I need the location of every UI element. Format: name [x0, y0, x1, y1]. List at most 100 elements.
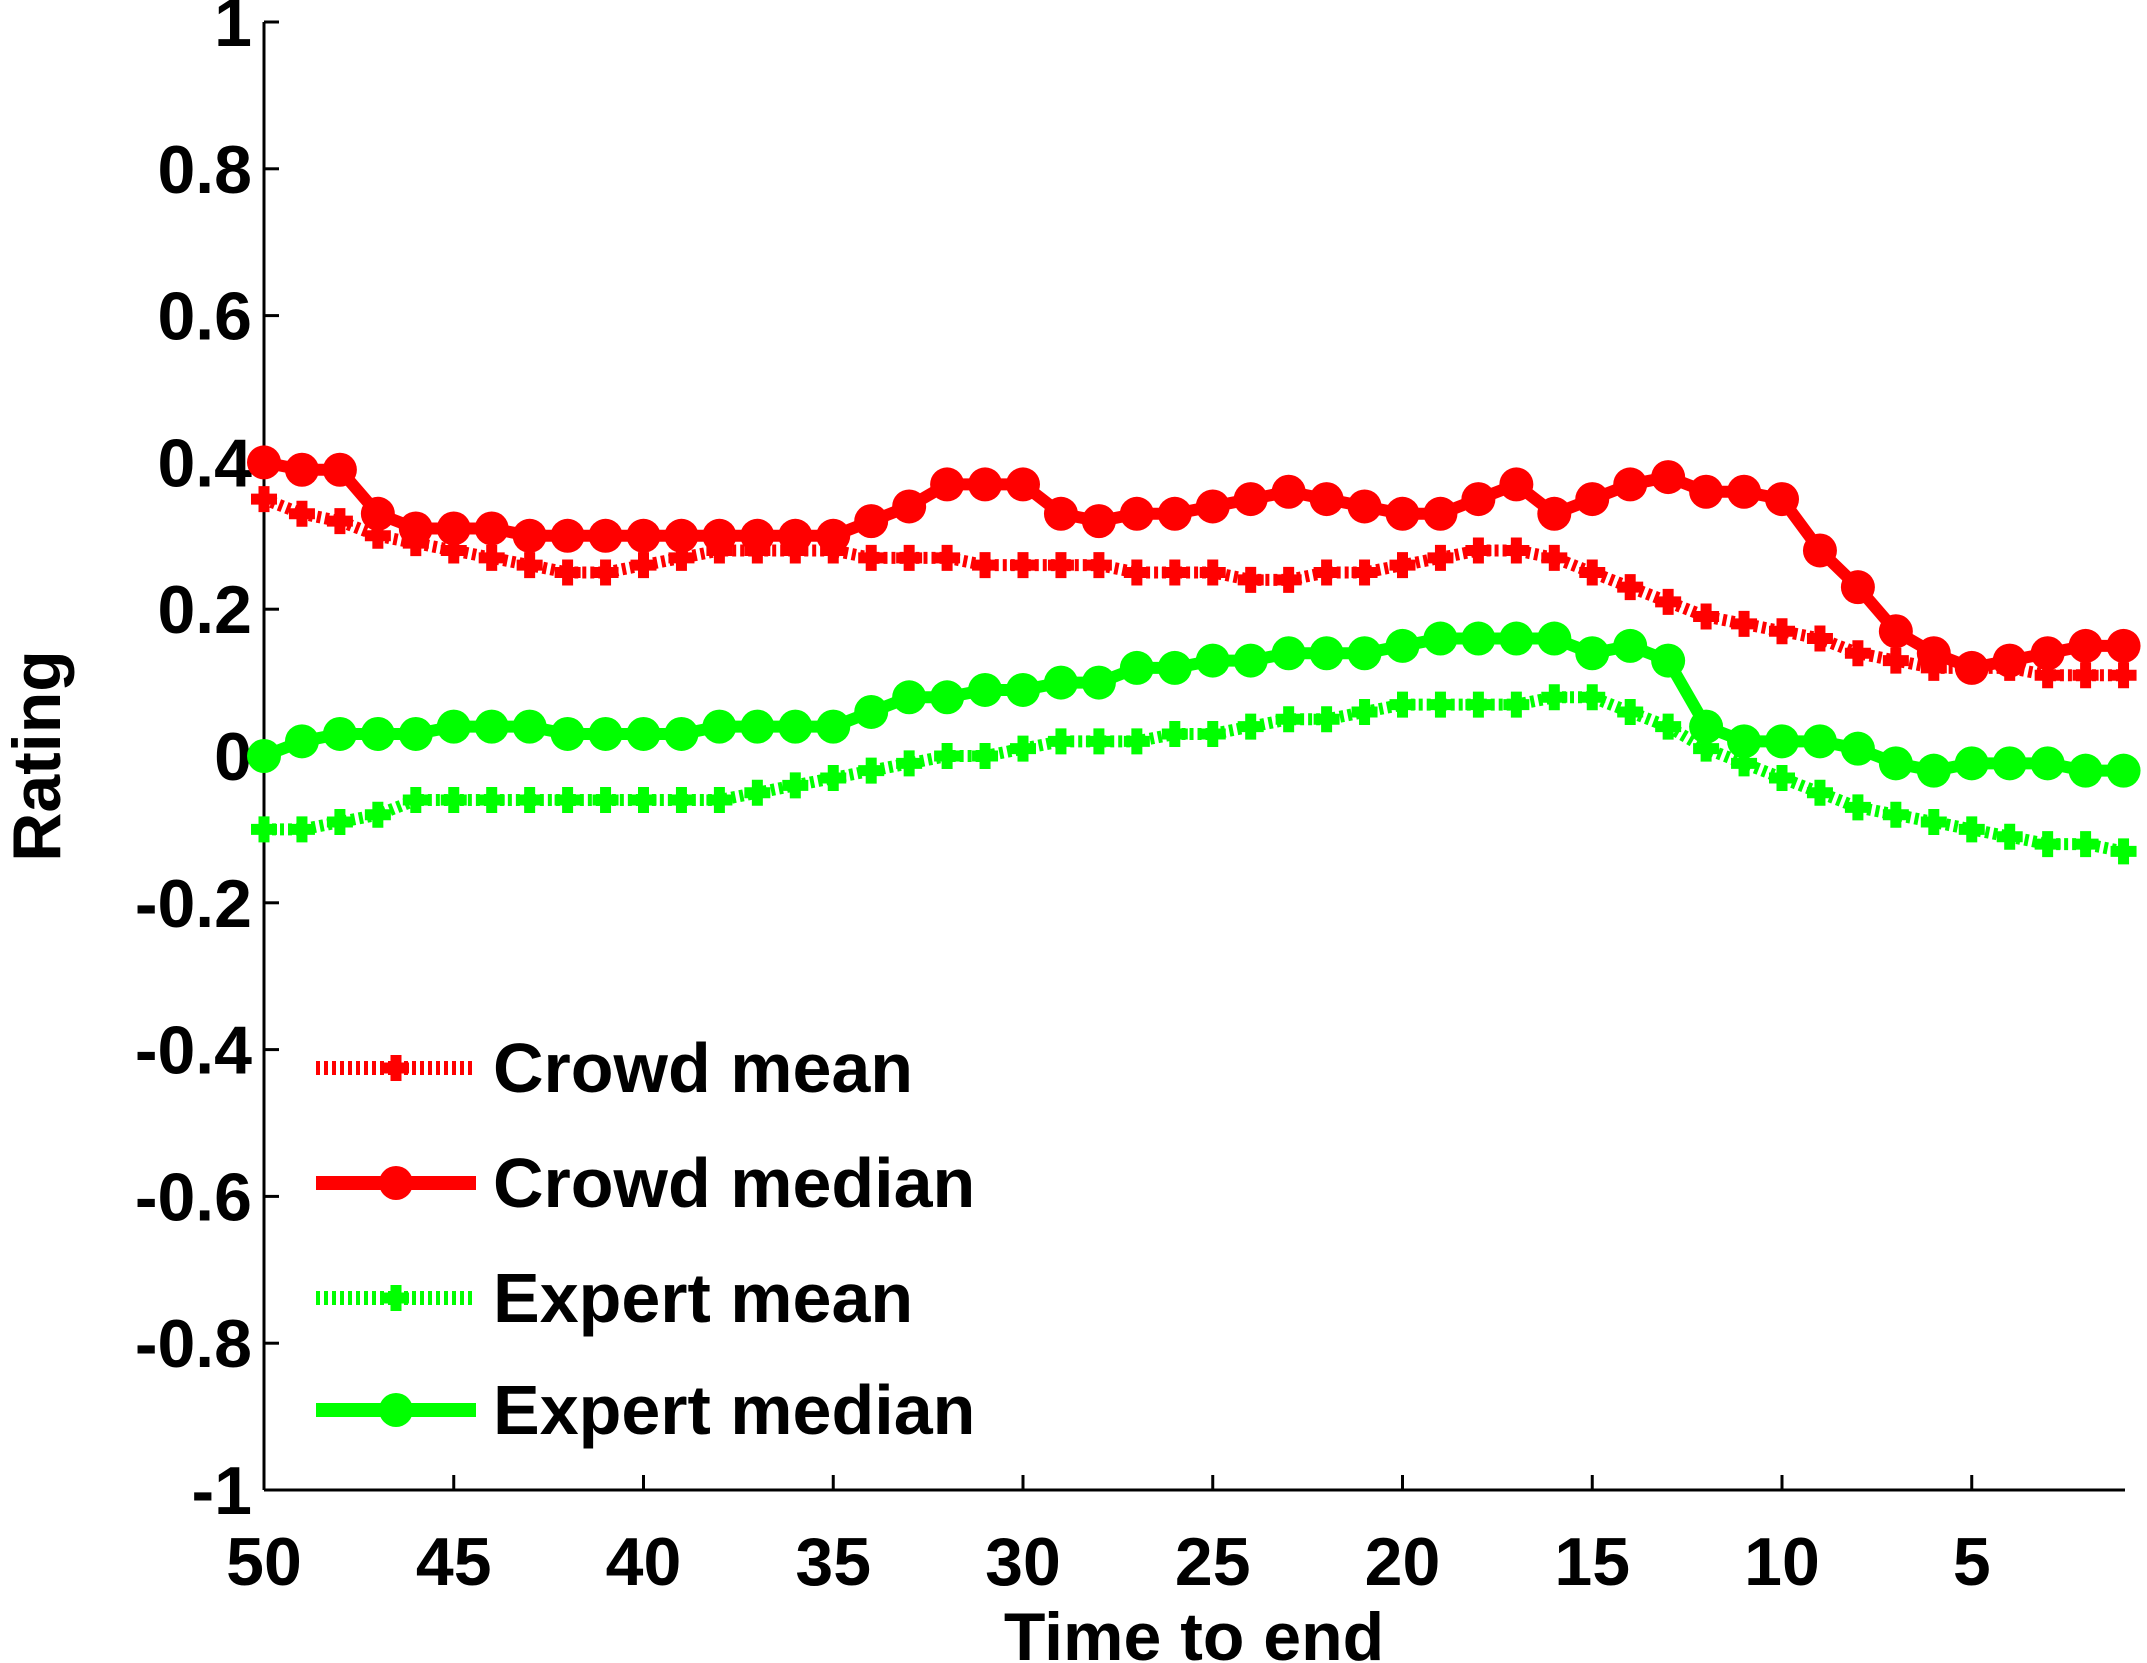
data-point	[2068, 628, 2103, 663]
data-point	[1575, 482, 1610, 517]
x-tick-label: 30	[985, 1524, 1061, 1600]
data-point	[930, 680, 965, 715]
data-point	[858, 544, 885, 571]
data-point	[1878, 746, 1913, 781]
data-point	[1233, 482, 1268, 517]
x-tick-label: 15	[1554, 1524, 1630, 1600]
legend-item: Crowd median	[316, 1144, 975, 1222]
data-point	[251, 816, 277, 843]
data-point	[588, 518, 623, 553]
data-point	[2106, 628, 2141, 663]
data-point	[968, 467, 1003, 502]
data-point	[2110, 838, 2137, 865]
data-point	[1006, 467, 1040, 502]
data-point	[1575, 636, 1610, 671]
data-point	[247, 445, 281, 480]
data-point	[630, 552, 657, 579]
data-point	[398, 511, 433, 546]
data-point	[1389, 691, 1416, 718]
data-point	[1157, 496, 1192, 531]
data-point	[1385, 496, 1420, 531]
data-point	[1006, 672, 1040, 707]
series-crowd-median	[247, 445, 2141, 685]
legend-item: Crowd mean	[316, 1029, 913, 1107]
data-point	[1123, 728, 1150, 755]
data-point	[1992, 643, 2027, 678]
data-point	[1727, 474, 1762, 509]
data-point	[858, 757, 885, 784]
data-point	[934, 743, 961, 769]
y-tick-label: 0.4	[157, 425, 252, 501]
x-tick-label: 5	[1953, 1524, 1991, 1600]
data-point	[1617, 698, 1644, 725]
data-point	[440, 787, 467, 814]
series-expert-mean	[251, 684, 2137, 865]
data-point	[326, 508, 353, 535]
data-point	[554, 559, 581, 586]
data-point	[1844, 794, 1871, 821]
data-point	[288, 816, 315, 843]
data-point	[1309, 482, 1344, 517]
data-point	[626, 518, 661, 553]
x-tick-label: 20	[1365, 1524, 1441, 1600]
data-point	[1347, 636, 1382, 671]
data-point	[398, 716, 433, 751]
data-point	[1465, 691, 1492, 718]
data-point	[972, 552, 999, 579]
data-point	[1461, 482, 1496, 517]
data-point	[1010, 735, 1036, 762]
data-point	[474, 709, 509, 744]
data-point	[782, 772, 809, 799]
data-point	[1237, 713, 1264, 740]
data-point	[1233, 643, 1268, 678]
data-point	[592, 559, 619, 586]
data-point	[854, 694, 889, 729]
data-point	[322, 716, 357, 751]
data-point	[1579, 559, 1606, 586]
data-point	[1651, 460, 1686, 495]
legend-marker	[379, 1166, 413, 1200]
data-point	[1385, 628, 1420, 663]
data-point	[1047, 552, 1074, 579]
y-tick-label: 0	[214, 719, 252, 795]
data-point	[1765, 482, 1799, 517]
data-point	[1347, 489, 1382, 524]
data-point	[968, 672, 1003, 707]
data-point	[1081, 665, 1116, 700]
y-tick-label: -0.8	[135, 1306, 252, 1382]
data-point	[1840, 570, 1875, 605]
data-point	[1275, 566, 1302, 593]
data-point	[1423, 496, 1458, 531]
data-point	[474, 511, 509, 546]
data-point	[778, 518, 813, 553]
data-point	[1465, 537, 1492, 564]
data-point	[854, 504, 889, 539]
data-point	[1195, 643, 1230, 678]
ticks: 1 0.8 0.6 0.4 0.2 0 -0.2 -0.4 -0.6 -0.8 -150 45 40 35…	[135, 0, 1991, 1600]
legend-item: Expert median	[316, 1371, 975, 1449]
data-point	[1081, 504, 1116, 539]
data-point	[1537, 621, 1572, 656]
data-point	[550, 518, 585, 553]
data-point	[664, 518, 699, 553]
data-point	[284, 452, 319, 487]
data-point	[364, 801, 391, 828]
data-point	[2106, 753, 2141, 788]
data-point	[1579, 684, 1606, 711]
data-point	[1731, 610, 1758, 637]
data-point	[360, 496, 395, 531]
y-tick-label: -0.4	[135, 1013, 252, 1089]
data-point	[1655, 588, 1682, 615]
data-point	[402, 787, 429, 814]
data-point	[1427, 544, 1454, 571]
data-point	[326, 809, 353, 836]
data-point	[896, 544, 923, 571]
data-point	[1123, 559, 1150, 586]
data-point	[1806, 779, 1833, 806]
y-tick-label: 1	[214, 0, 252, 61]
y-tick-label: -0.6	[135, 1159, 252, 1235]
data-point	[1920, 809, 1947, 836]
data-point	[1882, 647, 1909, 674]
data-point	[2072, 831, 2099, 858]
data-point	[892, 489, 927, 524]
